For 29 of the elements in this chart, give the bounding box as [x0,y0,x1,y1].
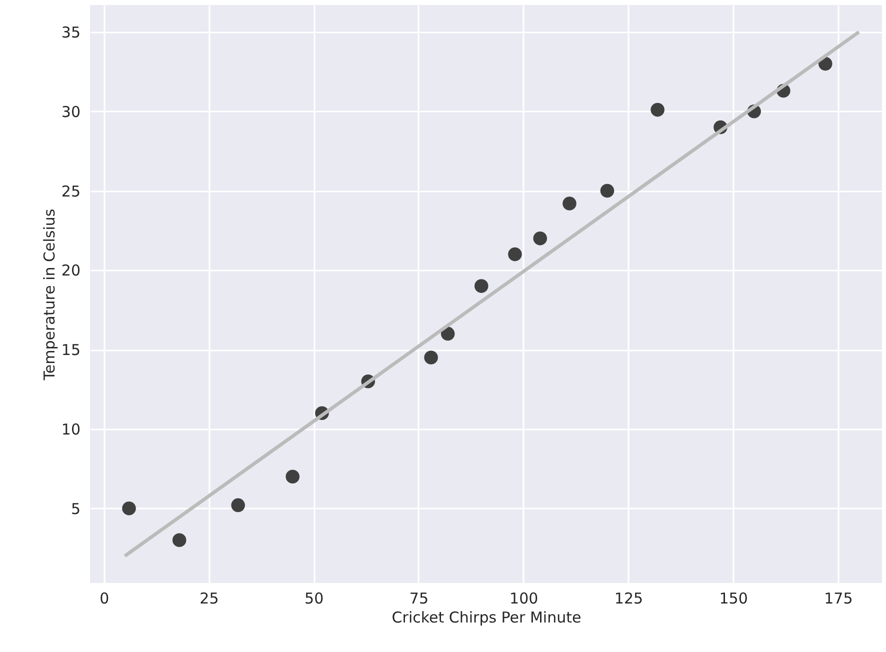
point [600,184,614,198]
point [172,533,186,548]
y-tick-label: 20 [61,262,80,280]
x-axis-title: Cricket Chirps Per Minute [392,608,582,626]
point [286,470,300,484]
x-tick-label: 25 [200,590,219,608]
x-tick-label: 50 [304,590,324,608]
point [508,247,522,262]
x-tick-label: 175 [824,590,853,608]
point [650,102,664,117]
point [533,232,548,246]
x-tick-label: 75 [409,590,429,608]
y-axis-title: Temperature in Celsius [40,208,58,382]
y-tick-label: 10 [61,420,80,438]
y-tick-label: 25 [61,182,80,200]
y-tick-label: 35 [61,23,80,42]
point [474,279,488,293]
point [231,498,245,512]
x-tick-label: 150 [719,590,748,608]
y-tick-label: 30 [61,102,80,121]
y-tick-label: 15 [61,341,80,360]
x-tick-label: 125 [614,590,644,608]
y-tick-label: 5 [70,500,80,518]
x-tick-label: 0 [100,590,110,608]
point [424,350,438,364]
point [122,501,136,516]
x-tick-label: 100 [510,590,538,608]
point [562,196,576,210]
point [440,326,455,341]
